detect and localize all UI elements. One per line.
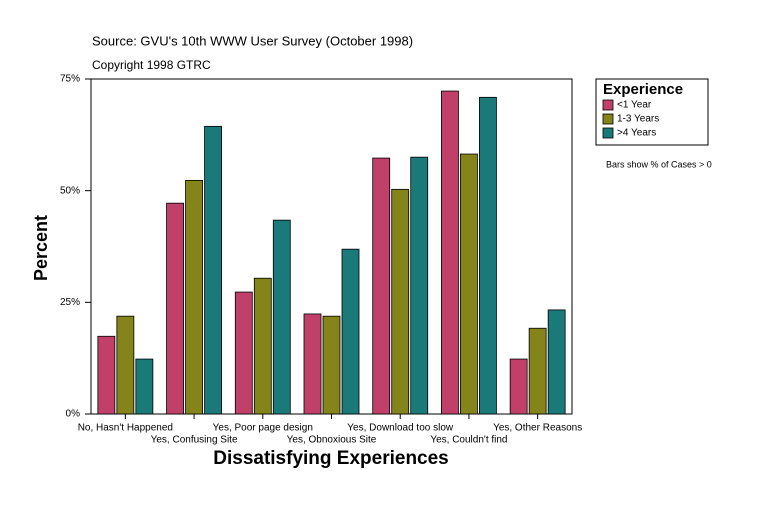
legend-label: >4 Years [617,128,656,139]
legend-swatch [602,113,614,125]
bar [547,309,566,415]
bar [391,188,410,415]
bar [528,327,547,415]
x-axis-label: Dissatisfying Experiences [213,448,449,469]
legend-title: Experience [603,81,683,98]
legend-box [595,78,709,146]
x-tick-label: Yes, Confusing Site [151,435,238,446]
bar [303,313,322,415]
y-tick-label: 50% [60,185,80,196]
y-tick-label: 0% [66,409,81,420]
bar [441,90,459,415]
bar [166,202,184,415]
bar [372,157,391,415]
x-tick-label: Yes, Other Reasons [493,423,582,434]
bar [97,335,116,415]
x-tick-label: Yes, Download too slow [347,423,454,434]
bar [509,358,528,415]
x-tick-label: Yes, Poor page design [213,423,313,434]
legend-label: <1 Year [617,100,652,111]
bar [234,291,253,415]
legend-label: 1-3 Years [617,114,659,125]
bar [460,153,478,415]
bar [479,96,497,415]
bar [322,315,341,415]
legend-swatch [602,99,614,111]
note: Bars show % of Cases > 0 [606,159,712,169]
x-tick-label: Yes, Couldn't find [430,435,507,446]
y-tick-label: 25% [60,297,80,308]
x-tick-label: No, Hasn't Happened [78,423,173,434]
bar [135,358,154,415]
bar [185,179,203,415]
y-axis-label: Percent [31,215,51,281]
bar [272,219,291,415]
legend-swatch [602,127,614,139]
copyright: Copyright 1998 GTRC [92,58,211,72]
bar [410,156,429,415]
x-tick-label: Yes, Obnoxious Site [287,435,377,446]
y-tick-label: 75% [60,74,80,85]
bar [341,248,360,415]
bar [253,277,272,415]
source: Source: GVU's 10th WWW User Survey (Octo… [92,33,413,48]
bar [204,125,222,415]
bar [116,315,135,415]
